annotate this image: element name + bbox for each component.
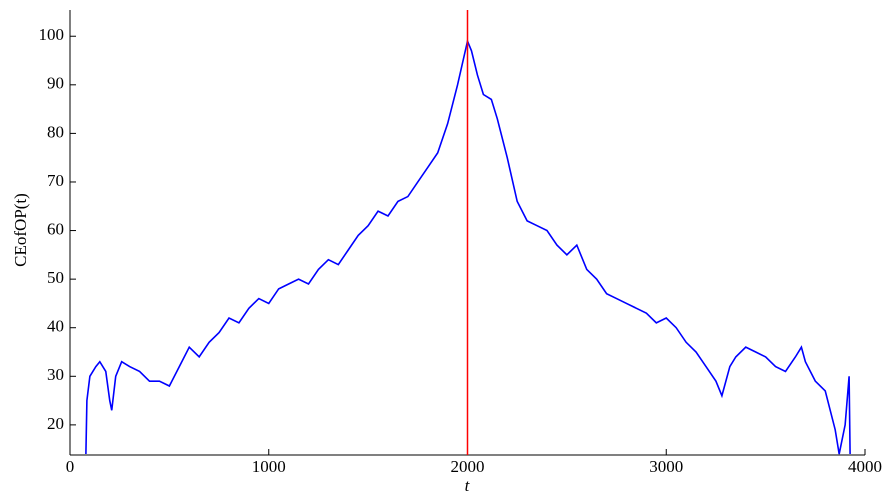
x-axis-label: t xyxy=(465,476,471,495)
y-tick-label: 60 xyxy=(47,219,64,238)
y-tick-label: 90 xyxy=(47,74,64,93)
y-tick-label: 30 xyxy=(47,365,64,384)
data-line xyxy=(85,38,851,455)
y-axis-label: CEofOP(t) xyxy=(11,193,30,267)
x-tick-label: 3000 xyxy=(649,457,683,476)
x-tick-label: 4000 xyxy=(848,457,882,476)
y-tick-label: 70 xyxy=(47,171,64,190)
y-tick-label: 50 xyxy=(47,268,64,287)
x-tick-label: 2000 xyxy=(451,457,485,476)
y-tick-label: 100 xyxy=(39,25,65,44)
y-tick-label: 20 xyxy=(47,414,64,433)
x-tick-label: 0 xyxy=(66,457,75,476)
y-tick-label: 80 xyxy=(47,122,64,141)
x-tick-label: 1000 xyxy=(252,457,286,476)
y-tick-label: 40 xyxy=(47,317,64,336)
